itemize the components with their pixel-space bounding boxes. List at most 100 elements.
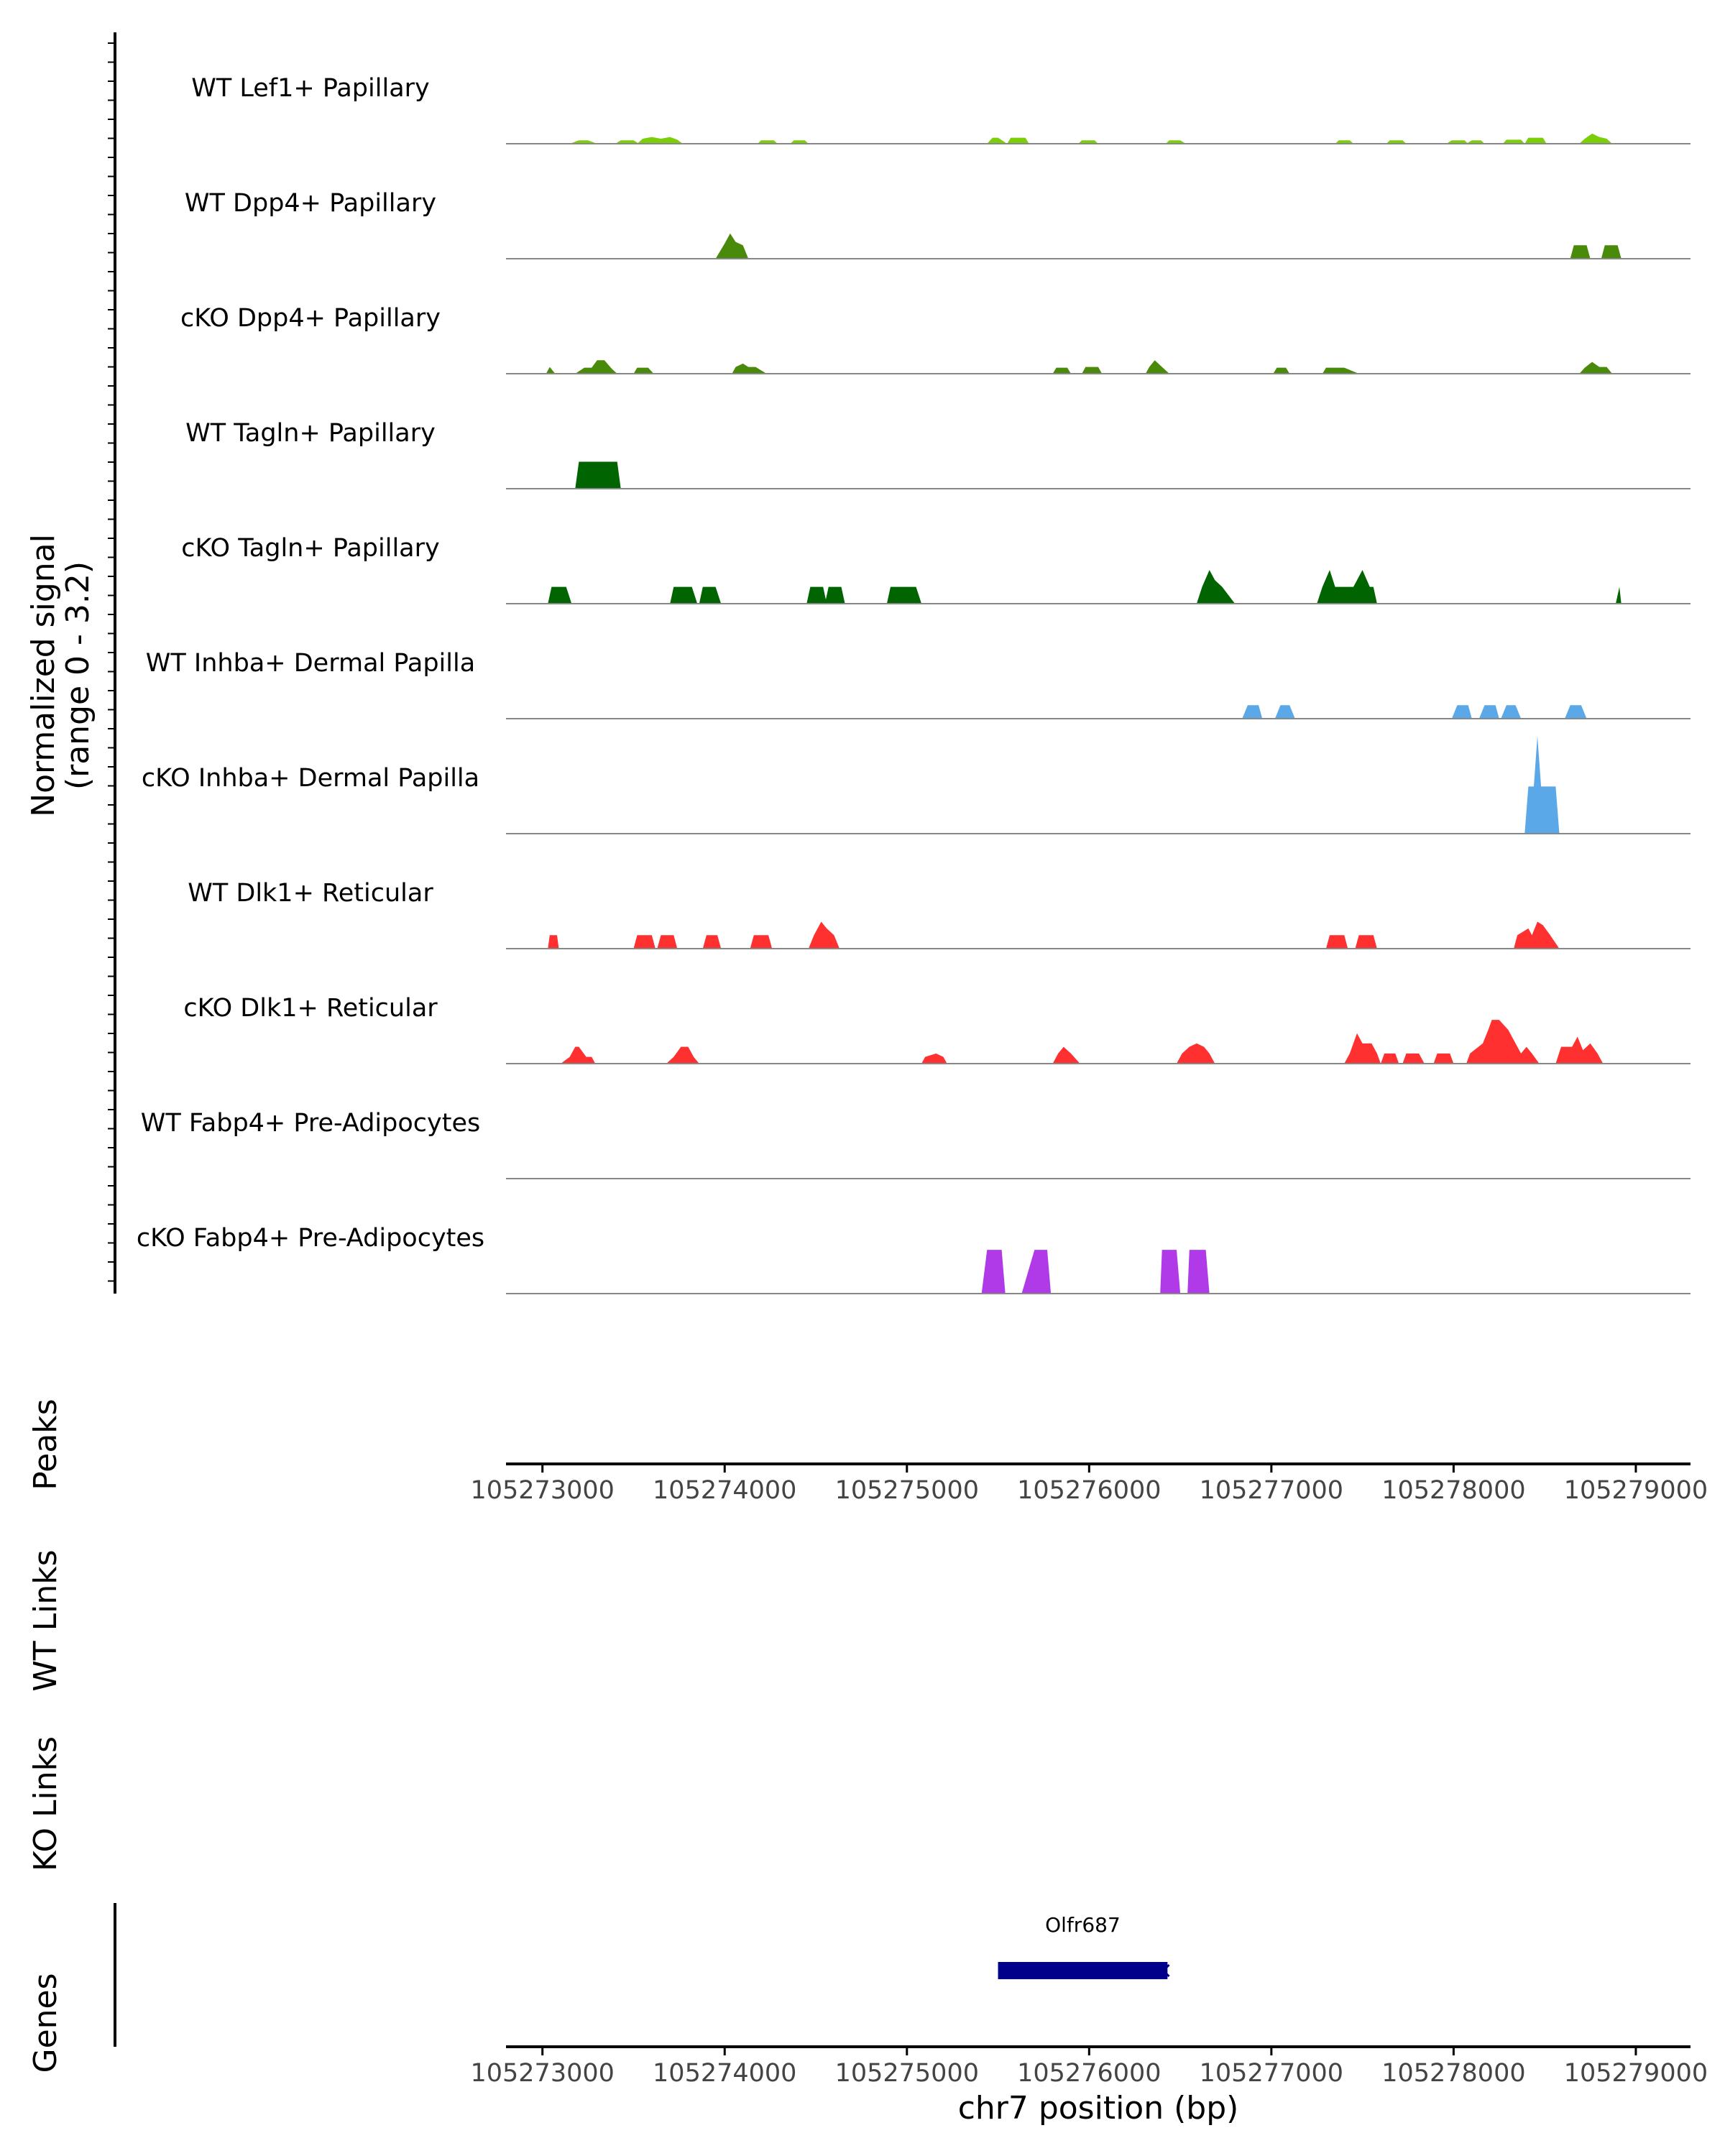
coverage-peak-area [569,140,597,144]
coverage-peak-area [1007,137,1029,144]
coverage-peak-area [1616,586,1622,604]
coverage-peak-area [750,935,773,949]
x-axis-bottom-tick-label: 105275000 [835,2059,979,2088]
coverage-peak-area [1052,367,1071,374]
coverage-peak-area [1335,140,1353,144]
x-axis-top-tick-label: 105277000 [1200,1476,1343,1505]
gene-feature: Olfr687 [998,1913,1170,1979]
coverage-peak-area [1451,705,1472,719]
coverage-track: WT Dpp4+ Papillary [185,189,1690,259]
coverage-track-label: WT Dpp4+ Papillary [185,189,436,218]
coverage-peak-area [1273,367,1290,374]
coverage-peak-area [1078,140,1098,144]
coverage-peak-area [1386,140,1407,144]
strand-arrow [1141,1963,1150,1978]
x-axis-top-tick-label: 105273000 [470,1476,614,1505]
coverage-peak-area [1565,705,1587,719]
coverage-track-label: cKO Inhba+ Dermal Papilla [142,764,479,793]
coverage-y-axis-label: Normalized signal (range 0 - 3.2) [25,534,96,817]
coverage-peak-area [548,586,572,604]
gene-track: Olfr687 [998,1913,1170,1979]
coverage-peak-area [1502,139,1525,144]
x-axis-top-tick-label: 105278000 [1381,1476,1525,1505]
strand-arrow [1101,1963,1110,1978]
coverage-peak-area [1514,921,1560,949]
coverage-peak-area [1021,1250,1052,1294]
coverage-track-label: WT Dlk1+ Reticular [188,879,433,908]
coverage-peak-area [1501,705,1522,719]
genes-track-label: Genes [27,1973,64,2073]
coverage-peak-area [1402,1053,1425,1064]
coverage-tracks: WT Lef1+ Papillary WT Dpp4+ Papillary cKO … [137,74,1690,1294]
coverage-peak-area [1466,140,1485,144]
coverage-track: WT Lef1+ Papillary [191,74,1690,144]
coverage-track: WT Fabp4+ Pre-Adipocytes [141,1109,1690,1179]
strand-arrow [1041,1963,1049,1978]
coverage-track-label: cKO Tagln+ Papillary [181,534,440,563]
peaks-track-label: Peaks [27,1399,64,1490]
coverage-peak-area [1177,1043,1215,1064]
coverage-peak-area [1579,361,1612,374]
coverage-peak-area [757,140,778,144]
coverage-y-axis [108,32,116,1294]
strand-arrow [1162,1963,1170,1978]
coverage-peak-area [1052,1046,1080,1064]
coverage-track-label: cKO Dlk1+ Reticular [183,994,438,1023]
wt-links-track-label: WT Links [27,1549,64,1691]
coverage-peak-area [921,1053,947,1064]
coverage-peak-area [1570,245,1591,259]
coverage-peak-area [1601,245,1622,259]
coverage-y-axis-title: Normalized signal [25,534,62,817]
coverage-peak-area [1325,935,1348,949]
coverage-track: WT Tagln+ Papillary [185,419,1690,489]
gene-label: Olfr687 [1045,1913,1121,1937]
strand-arrow [1121,1963,1130,1978]
coverage-track: WT Dlk1+ Reticular [188,879,1690,949]
coverage-track: cKO Dlk1+ Reticular [183,994,1690,1064]
x-axis-bottom-tick-label: 105276000 [1017,2059,1161,2088]
coverage-peak-area [1187,1250,1210,1294]
coverage-peak-area [670,586,698,604]
coverage-peak-area [1579,133,1612,144]
x-axis-top-tick-label: 105276000 [1017,1476,1161,1505]
coverage-y-axis-range: (range 0 - 3.2) [60,561,96,790]
x-axis-bottom-tick-label: 105279000 [1564,2059,1708,2088]
coverage-peak-area [633,367,654,374]
coverage-peak-area [561,1046,596,1064]
coverage-peak-area [886,586,922,604]
coverage-peak-area [808,921,840,949]
coverage-peak-area [1242,705,1263,719]
coverage-peak-area [1524,736,1560,834]
coverage-track: cKO Dpp4+ Papillary [180,304,1690,374]
coverage-track: cKO Tagln+ Papillary [181,534,1690,604]
x-axis-bottom-tick-label: 105278000 [1381,2059,1525,2088]
coverage-peak-area [1082,367,1103,374]
coverage-peak-area [1524,137,1547,144]
coverage-peak-area [699,586,722,604]
coverage-peak-area [732,363,767,374]
coverage-track-label: WT Fabp4+ Pre-Adipocytes [141,1109,480,1138]
coverage-peak-area [824,586,845,604]
coverage-peak-area [790,140,809,144]
coverage-peak-area [1478,705,1499,719]
x-axis-title: chr7 position (bp) [958,2090,1239,2127]
coverage-peak-area [1145,360,1169,374]
coverage-peak-area [575,360,617,374]
coverage-track-label: WT Inhba+ Dermal Papilla [146,649,475,678]
x-axis-top-tick-label: 105275000 [835,1476,979,1505]
coverage-peak-area [1433,1053,1454,1064]
coverage-track: cKO Fabp4+ Pre-Adipocytes [137,1224,1690,1294]
coverage-peak-area [1160,1250,1181,1294]
coverage-peak-area [615,140,640,144]
coverage-peak-area [1317,570,1377,604]
coverage-peak-area [1555,1036,1604,1064]
coverage-peak-area [806,586,827,604]
coverage-peak-area [1344,1033,1381,1064]
x-axis-top: 105273000 105274000 105275000 105276000 1052… [470,1462,1708,1505]
coverage-track-label: WT Lef1+ Papillary [191,74,430,103]
x-axis-bottom-tick-label: 105274000 [653,2059,796,2088]
coverage-track-label: cKO Fabp4+ Pre-Adipocytes [137,1224,484,1253]
coverage-track-label: WT Tagln+ Papillary [185,419,436,448]
coverage-peak-area [548,935,559,949]
